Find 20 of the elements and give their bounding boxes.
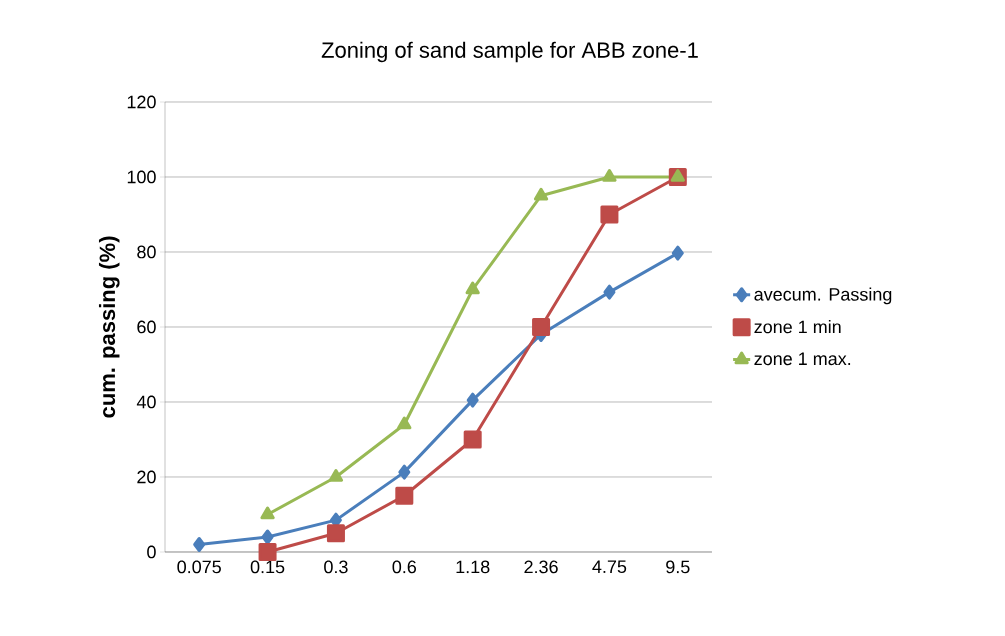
- legend-label: zone 1 max.: [754, 352, 851, 366]
- x-tick-label: 9.5: [666, 560, 690, 574]
- x-tick-label: 0.15: [250, 560, 285, 574]
- legend-label: zone 1 min: [754, 320, 841, 334]
- x-tick-label: 1.18: [456, 560, 490, 574]
- y-axis-title: cum. passing (%): [98, 236, 120, 418]
- y-tick-label: 20: [137, 470, 156, 484]
- y-tick-label: 60: [137, 320, 156, 334]
- legend-label: avecum. Passing: [754, 287, 892, 305]
- y-tick-label: 80: [137, 245, 156, 259]
- x-tick-label: 0.075: [177, 560, 221, 574]
- y-tick-label: 120: [127, 95, 156, 109]
- x-tick-label: 0.6: [392, 560, 417, 574]
- y-tick-label: 0: [147, 545, 156, 559]
- y-tick-label: 40: [136, 395, 156, 409]
- y-tick-label: 100: [127, 170, 156, 184]
- chart-title: Zoning of sand sample for ABB zone-1: [321, 41, 698, 63]
- x-tick-label: 0.3: [324, 560, 348, 574]
- x-tick-label: 2.36: [524, 560, 558, 574]
- x-tick-label: 4.75: [592, 560, 627, 574]
